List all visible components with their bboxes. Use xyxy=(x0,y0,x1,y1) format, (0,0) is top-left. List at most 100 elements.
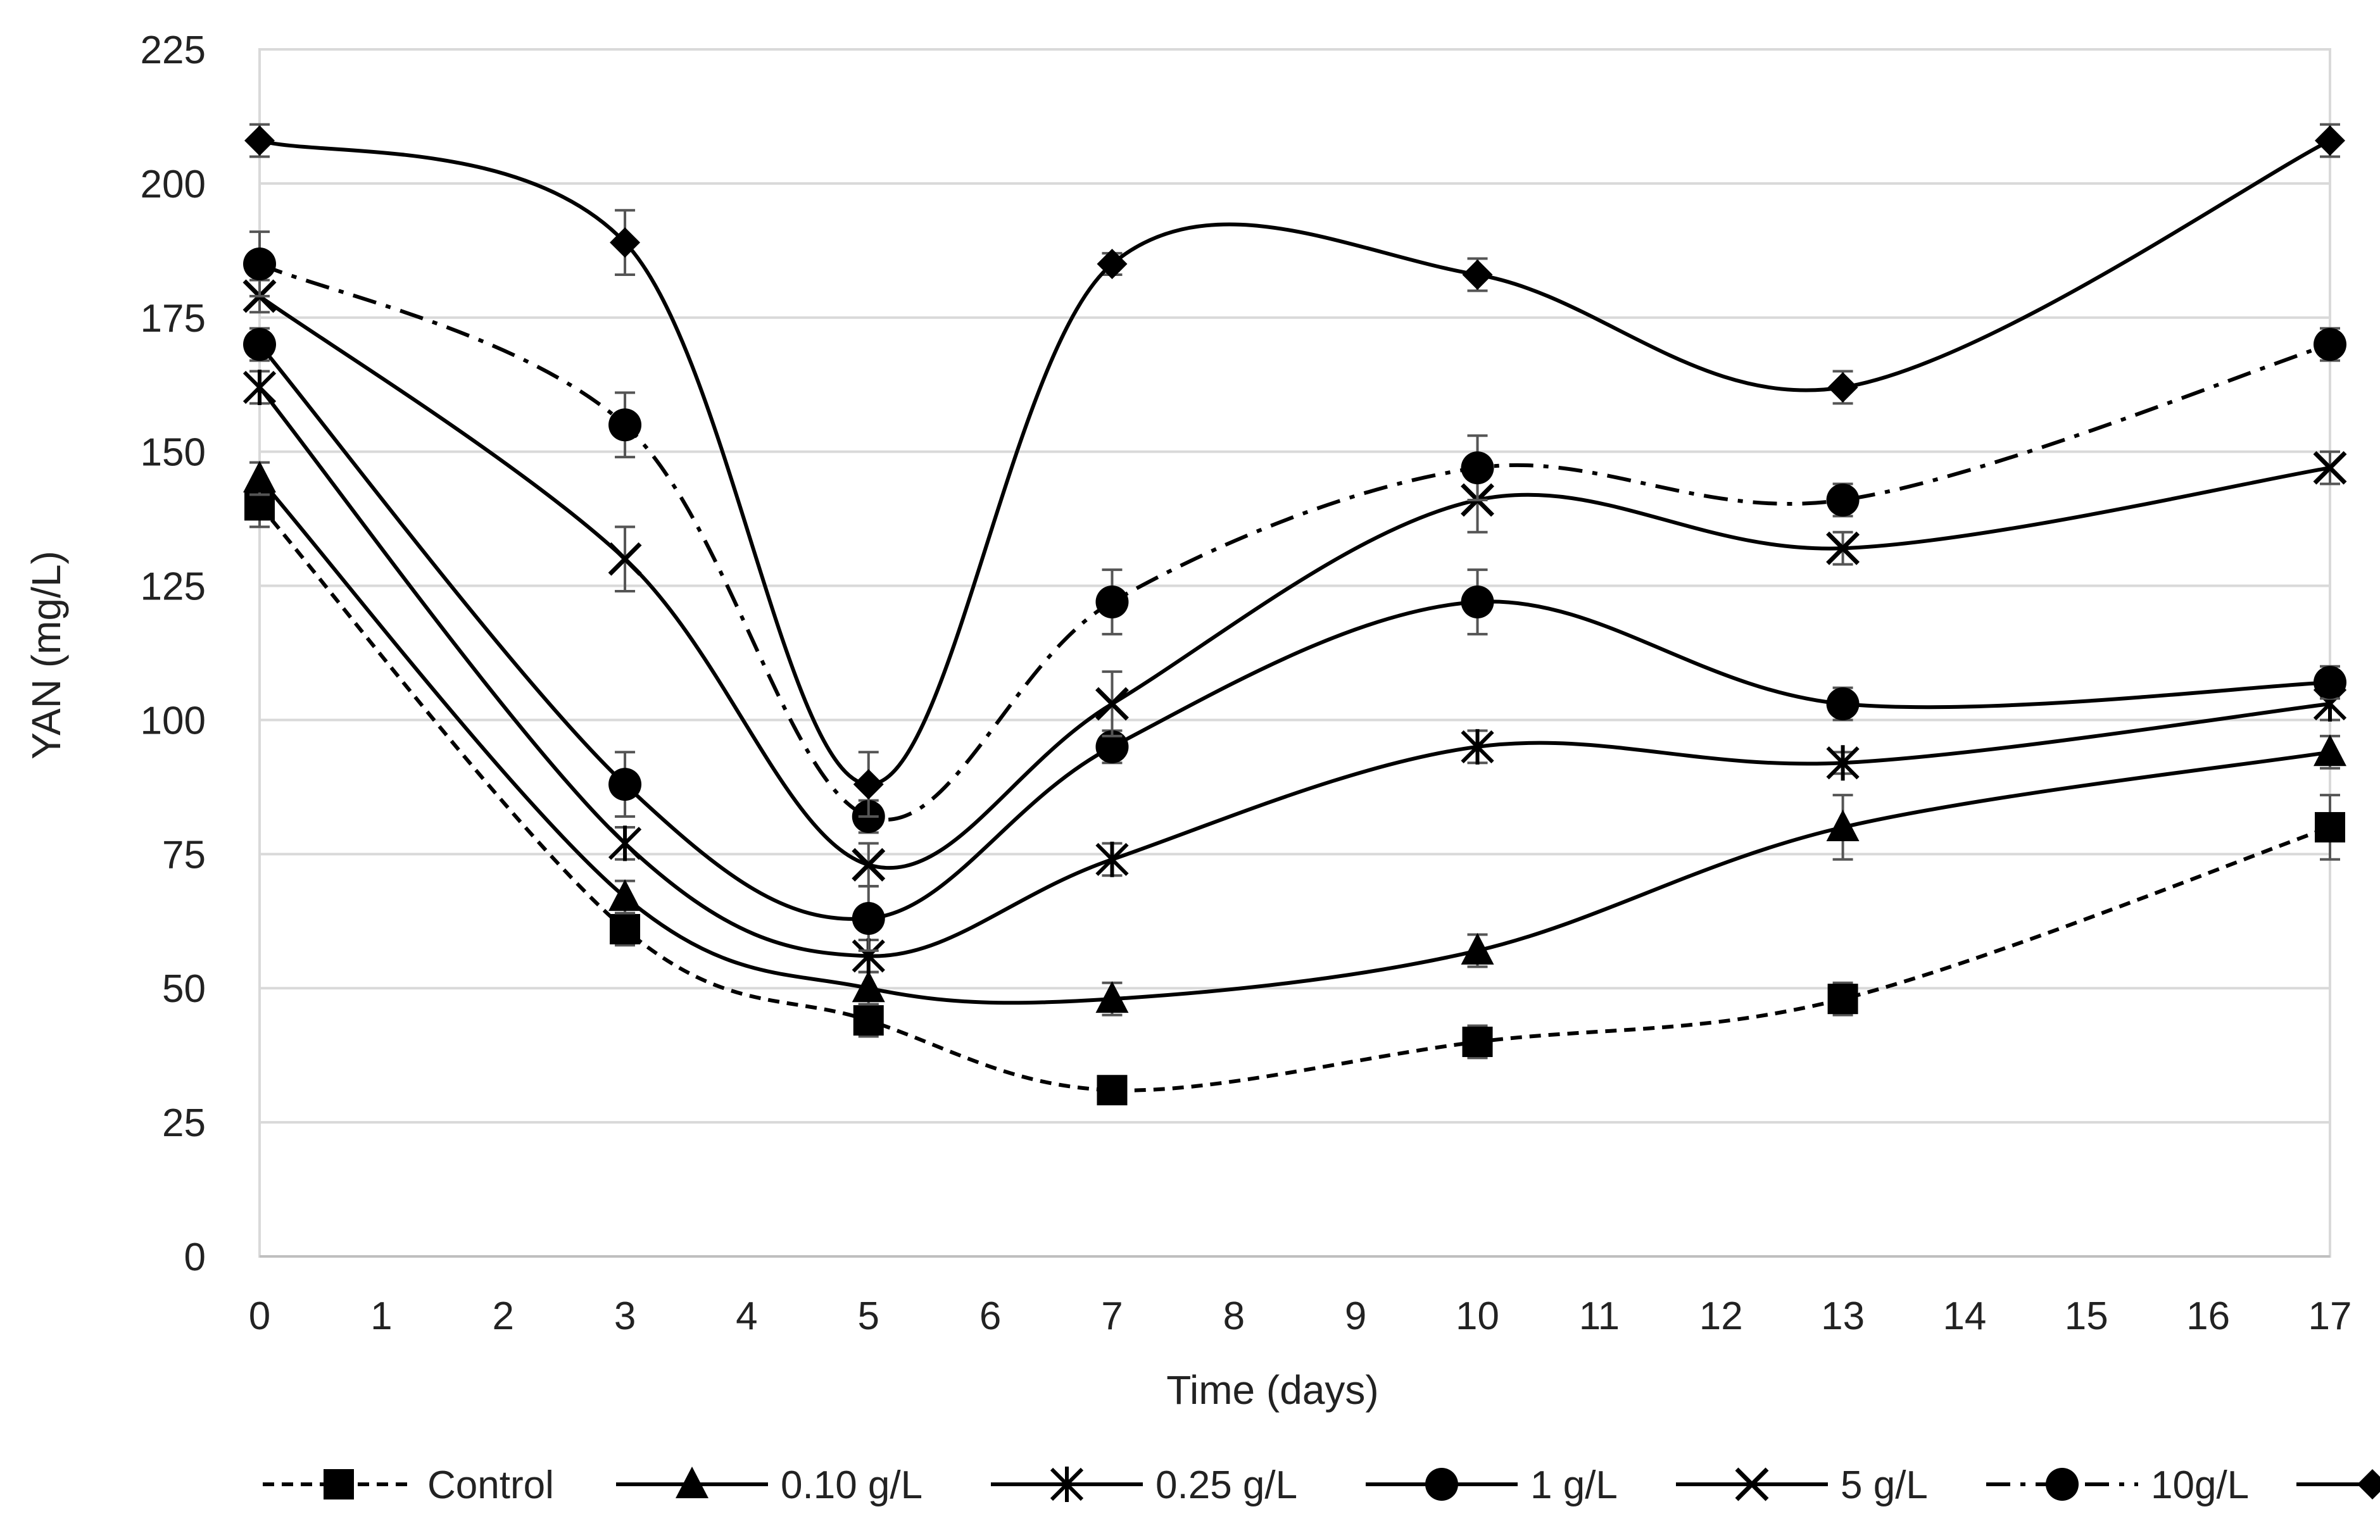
x-tick-label: 2 xyxy=(492,1294,513,1338)
series-line xyxy=(258,477,2331,1005)
data-point xyxy=(243,461,276,493)
data-point xyxy=(2314,734,2346,767)
legend-item: 1 g/L xyxy=(1366,1463,1618,1507)
x-tick-label: 11 xyxy=(1579,1294,1620,1338)
legend-marker xyxy=(2046,1468,2079,1501)
legend-label: 0.25 g/L xyxy=(1155,1463,1297,1507)
data-point xyxy=(2315,811,2345,842)
legend-marker xyxy=(1050,1467,1084,1502)
data-point xyxy=(1827,984,1858,1015)
data-point xyxy=(1461,729,1494,765)
legend-marker xyxy=(1735,1467,1769,1501)
data-point xyxy=(1827,372,1858,403)
series-line xyxy=(258,504,2331,1092)
data-point xyxy=(243,247,276,281)
marker-stroke xyxy=(1826,531,1860,565)
data-point xyxy=(1462,1026,1493,1057)
series-20g-l xyxy=(244,123,2345,818)
y-tick-label: 0 xyxy=(184,1236,206,1279)
x-tick-label: 1 xyxy=(370,1294,392,1338)
y-tick-label: 75 xyxy=(162,833,206,877)
legend-marker xyxy=(2357,1469,2380,1499)
data-point xyxy=(610,913,641,944)
data-point xyxy=(1461,585,1494,618)
y-tick-label: 225 xyxy=(141,28,206,72)
legend-label: 5 g/L xyxy=(1841,1463,1928,1507)
legend-label: 10g/L xyxy=(2151,1463,2249,1507)
x-tick-label: 3 xyxy=(614,1294,636,1338)
x-tick-label: 17 xyxy=(2308,1294,2352,1338)
x-tick-label: 6 xyxy=(979,1294,1001,1338)
data-point xyxy=(1461,932,1494,965)
marker-stroke xyxy=(852,848,886,882)
y-tick-label: 150 xyxy=(141,431,206,475)
y-tick-label: 200 xyxy=(141,163,206,206)
data-point xyxy=(608,879,642,911)
legend-item: 5 g/L xyxy=(1676,1463,1928,1507)
series-line xyxy=(258,386,2331,958)
legend-marker xyxy=(676,1467,708,1498)
data-point xyxy=(2314,328,2346,361)
legend-label: 0.10 g/L xyxy=(781,1463,922,1507)
x-tick-label: 5 xyxy=(858,1294,879,1338)
axes xyxy=(258,48,2331,1258)
x-tick-label: 10 xyxy=(1456,1294,1499,1338)
x-tick-label: 15 xyxy=(2065,1294,2108,1338)
legend-marker xyxy=(324,1469,354,1499)
legend-item: 20g/L xyxy=(2296,1469,2380,1499)
marker-stroke xyxy=(1735,1467,1769,1501)
y-tick-label: 175 xyxy=(141,297,206,341)
series-5-g-l xyxy=(242,279,2347,888)
y-tick-label: 100 xyxy=(141,699,206,742)
data-point xyxy=(1462,259,1493,290)
legend-label: Control xyxy=(427,1463,554,1507)
x-tick-label: 9 xyxy=(1345,1294,1366,1338)
series-0-25-g-l xyxy=(242,369,2347,974)
legend-item: Control xyxy=(263,1463,554,1507)
data-point xyxy=(1095,841,1129,877)
data-point xyxy=(1097,249,1128,280)
y-axis-label: YAN (mg/L) xyxy=(23,551,69,760)
marker-stroke xyxy=(608,542,642,576)
marker-stroke xyxy=(2313,451,2347,485)
data-point xyxy=(608,542,642,576)
data-point xyxy=(1095,981,1129,1013)
x-tick-label: 8 xyxy=(1223,1294,1245,1338)
data-point xyxy=(2315,125,2345,156)
series-10g-l xyxy=(243,230,2346,834)
data-point xyxy=(852,902,885,936)
data-point xyxy=(853,1005,884,1036)
y-tick-label: 50 xyxy=(162,967,206,1011)
x-tick-labels: 0 1 2 3 4 5 6 7 8 9 10 11 12 13 14 15 16 17 xyxy=(249,1294,2352,1338)
x-tick-label: 4 xyxy=(736,1294,757,1338)
data-point xyxy=(2314,666,2346,699)
data-point xyxy=(242,369,277,405)
legend-item: 0.10 g/L xyxy=(616,1463,922,1507)
data-point xyxy=(1826,687,1860,721)
legend-item: 0.25 g/L xyxy=(991,1463,1297,1507)
data-point xyxy=(1826,531,1860,565)
legend-item: 10g/L xyxy=(1986,1463,2249,1507)
data-point xyxy=(1461,451,1494,485)
marker-stroke xyxy=(1095,687,1129,721)
data-point xyxy=(244,125,275,156)
x-axis-label: Time (days) xyxy=(1166,1367,1378,1413)
data-point xyxy=(610,227,641,258)
y-tick-labels: 0 25 50 75 100 125 150 175 200 225 xyxy=(141,28,206,1279)
y-tick-label: 25 xyxy=(162,1101,206,1145)
data-point xyxy=(243,328,276,361)
x-tick-label: 14 xyxy=(1942,1294,1986,1338)
data-point xyxy=(608,825,642,861)
y-tick-label: 125 xyxy=(141,565,206,609)
data-point xyxy=(852,970,885,1003)
data-point xyxy=(1826,483,1860,516)
data-point xyxy=(608,768,642,801)
data-point xyxy=(608,408,642,442)
data-point xyxy=(853,769,884,800)
x-tick-label: 13 xyxy=(1821,1294,1865,1338)
legend-marker xyxy=(1425,1468,1458,1501)
legend-label: 1 g/L xyxy=(1530,1463,1618,1507)
data-point xyxy=(2313,451,2347,485)
